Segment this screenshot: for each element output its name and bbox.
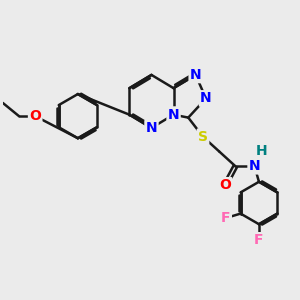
Text: O: O [29,109,41,123]
Text: F: F [254,233,264,248]
Text: H: H [256,145,268,158]
Text: N: N [146,121,157,135]
Text: N: N [200,92,212,106]
Text: S: S [198,130,208,144]
Text: N: N [249,159,260,173]
Text: N: N [190,68,202,82]
Text: O: O [219,178,231,192]
Text: N: N [168,108,179,122]
Text: F: F [221,211,231,225]
